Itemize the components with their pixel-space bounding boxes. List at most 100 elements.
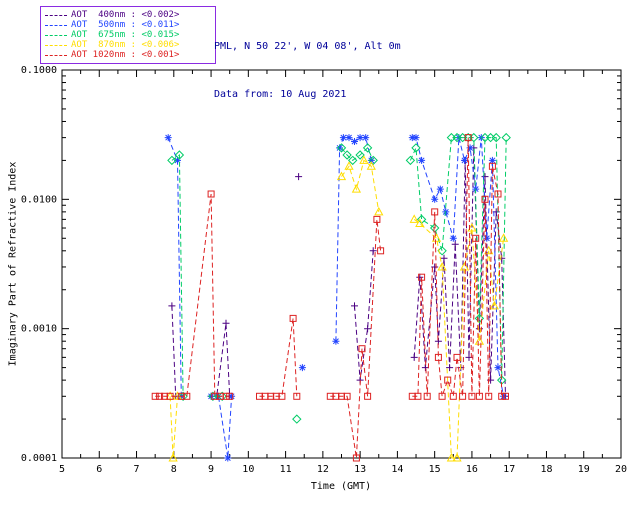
series-500nm-marker-asterisk — [336, 144, 344, 152]
series-870nm-line — [341, 159, 380, 212]
data-date-text: Data from: 10 Aug 2021 — [214, 89, 347, 100]
series-1020nm-marker-square — [444, 376, 452, 384]
series-500nm-marker-asterisk — [431, 195, 439, 203]
series-500nm-marker-asterisk — [442, 208, 450, 216]
series-400nm-marker-plus — [364, 325, 372, 333]
series-675nm-marker-diamond — [292, 414, 302, 424]
x-tick-label: 9 — [208, 464, 214, 475]
series-675nm-marker-diamond — [405, 155, 416, 166]
series-400nm-line — [171, 305, 177, 397]
x-tick-label: 17 — [503, 464, 515, 475]
y-tick-label: 0.0001 — [21, 453, 57, 464]
y-tick-label: 0.0010 — [21, 324, 57, 335]
series-675nm-marker-diamond — [178, 391, 188, 402]
legend-box: AOT 400nm : <0.002> AOT 500nm : <0.011> … — [40, 6, 216, 64]
series-1020nm-marker-square — [226, 392, 234, 400]
series-500nm-marker-asterisk — [174, 156, 181, 164]
legend-item-1020nm: AOT 1020nm : <0.001> — [45, 50, 211, 60]
legend-item-500nm: AOT 500nm : <0.011> — [45, 20, 211, 30]
series-870nm-marker-triangle — [351, 184, 362, 193]
series-1020nm-marker-square — [468, 392, 476, 400]
legend-line-sample-500nm-icon — [45, 24, 67, 26]
plot-header: PML, N 50 22', W 04 08', Alt 0m Data fro… — [214, 7, 401, 135]
series-675nm-marker-diamond — [217, 391, 227, 402]
series-1020nm-marker-square — [431, 208, 439, 216]
series-870nm-marker-triangle — [467, 222, 477, 232]
series-1020nm-marker-square — [475, 392, 483, 400]
series-500nm-marker-asterisk — [332, 337, 340, 345]
series-1020nm-marker-square — [414, 392, 422, 400]
series-675nm-marker-diamond — [411, 143, 421, 153]
series-675nm-marker-diamond — [342, 150, 352, 160]
series-1020nm-marker-square — [481, 195, 489, 203]
series-1020nm-line — [259, 318, 298, 397]
series-1020nm-line — [412, 137, 506, 397]
x-tick-label: 7 — [134, 464, 140, 475]
series-500nm-marker-asterisk — [228, 392, 236, 400]
series-500nm-marker-asterisk — [356, 134, 364, 142]
series-500nm-line — [412, 137, 505, 397]
series-400nm-marker-plus — [410, 353, 418, 361]
series-400nm-marker-plus — [440, 254, 448, 262]
series-675nm-marker-diamond — [501, 132, 511, 143]
series-675nm-marker-diamond — [429, 223, 440, 233]
series-500nm-marker-asterisk — [164, 134, 172, 142]
series-400nm-marker-plus — [431, 263, 439, 271]
series-675nm-marker-diamond — [336, 143, 347, 153]
series-400nm-line — [413, 147, 506, 397]
series-870nm-marker-triangle — [498, 233, 509, 242]
x-tick-label: 11 — [280, 464, 292, 475]
series-500nm-marker-asterisk — [418, 156, 426, 164]
series-1020nm-marker-square — [418, 273, 426, 281]
series-400nm-marker-plus — [222, 319, 230, 327]
series-1020nm-marker-square — [222, 392, 230, 400]
series-1020nm-marker-square — [485, 392, 493, 400]
series-675nm-marker-diamond — [208, 391, 218, 402]
series-870nm-marker-triangle — [437, 261, 447, 271]
series-675nm-line — [171, 154, 184, 397]
series-400nm-line — [354, 250, 374, 381]
series-500nm-marker-asterisk — [207, 392, 215, 400]
series-1020nm-marker-square — [207, 190, 215, 198]
series-1020nm-marker-square — [293, 392, 301, 400]
y-axis-label: Imaginary Part of Refractive Index — [7, 161, 19, 367]
series-1020nm-marker-square — [364, 392, 372, 400]
legend-line-sample-675nm-icon — [45, 34, 67, 36]
series-1020nm-marker-square — [453, 353, 461, 361]
legend-label-400nm: AOT 400nm : <0.002> — [71, 10, 180, 20]
series-500nm-marker-asterisk — [436, 185, 444, 193]
series-500nm-line — [335, 137, 372, 342]
series-1020nm-marker-square — [434, 353, 442, 361]
series-500nm-line — [167, 137, 182, 397]
series-675nm-marker-diamond — [491, 132, 501, 143]
legend-line-sample-870nm-icon — [45, 44, 67, 46]
series-870nm-marker-triangle — [415, 218, 425, 227]
series-1020nm-marker-square — [438, 392, 446, 400]
series-870nm-marker-triangle — [452, 452, 462, 462]
series-500nm-marker-asterisk — [298, 364, 306, 372]
series-1020nm-line — [155, 193, 230, 397]
series-870nm-marker-triangle — [344, 161, 354, 170]
series-1020nm-marker-square — [472, 234, 480, 242]
legend-label-1020nm: AOT 1020nm : <0.001> — [71, 50, 180, 60]
series-870nm-marker-triangle — [489, 300, 499, 310]
x-tick-label: 12 — [317, 464, 329, 475]
series-500nm-marker-asterisk — [339, 134, 347, 142]
series-1020nm-marker-square — [343, 392, 351, 400]
x-tick-label: 16 — [466, 464, 478, 475]
legend-item-675nm: AOT 675nm : <0.015> — [45, 30, 211, 40]
series-675nm-marker-diamond — [355, 150, 365, 160]
x-tick-label: 18 — [540, 464, 552, 475]
legend-label-870nm: AOT 870nm : <0.006> — [71, 40, 180, 50]
series-500nm-marker-asterisk — [345, 134, 353, 142]
series-500nm-marker-asterisk — [488, 156, 496, 164]
series-400nm-marker-plus — [475, 325, 483, 333]
series-400nm-marker-plus — [446, 364, 454, 372]
x-tick-label: 5 — [59, 464, 65, 475]
series-400nm-marker-plus — [168, 302, 176, 310]
series-500nm-marker-asterisk — [466, 144, 474, 152]
series-870nm-line — [169, 396, 178, 459]
series-675nm-marker-diamond — [174, 150, 185, 160]
series-400nm-marker-plus — [369, 247, 377, 255]
